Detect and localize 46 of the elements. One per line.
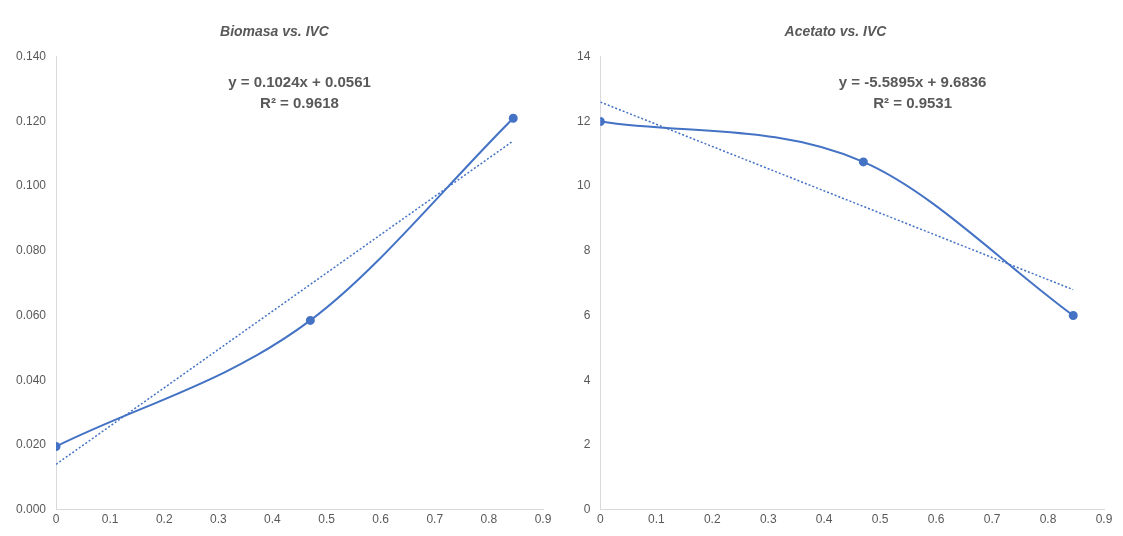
- chart-title: Biomasa vs. IVC: [220, 23, 330, 40]
- x-tick-label: 0.9: [1095, 512, 1113, 527]
- y-tick-label: 0.000: [16, 501, 47, 516]
- x-tick-label: 0.8: [1039, 512, 1057, 527]
- x-tick-label: 0.6: [927, 512, 945, 527]
- x-tick-label: 0.6: [372, 512, 390, 527]
- y-tick-label: 0.040: [16, 372, 47, 387]
- y-tick-label: 0.020: [16, 437, 47, 452]
- y-tick-label: 0.100: [16, 178, 47, 193]
- point: [1068, 311, 1078, 321]
- y-tick-label: 10: [576, 178, 591, 193]
- x-tick-label: 0.9: [534, 512, 552, 527]
- x-tick-label: 0.4: [264, 512, 282, 527]
- y-tick-label: 0.140: [16, 49, 47, 64]
- x-tick-label: 0.4: [815, 512, 833, 527]
- annotation: R² = 0.9618: [260, 93, 339, 111]
- y-tick-label: 0: [583, 501, 591, 516]
- y-tick-label: 6: [583, 307, 591, 322]
- x-tick-label: 0.3: [210, 512, 228, 527]
- y-tick-label: 12: [576, 113, 591, 128]
- x-tick-label: 0.3: [759, 512, 777, 527]
- x-tick-label: 0.2: [703, 512, 721, 527]
- x-tick-label: 0.1: [101, 512, 119, 527]
- x-tick-label: 0.8: [480, 512, 498, 527]
- point: [305, 315, 315, 325]
- x-tick-label: 0.7: [983, 512, 1001, 527]
- x-tick-label: 0.5: [871, 512, 889, 527]
- y-tick-label: 14: [576, 49, 591, 64]
- y-tick-label: 0.060: [16, 307, 47, 322]
- y-tick-label: 4: [583, 372, 591, 387]
- x-tick-label: 0.7: [426, 512, 444, 527]
- point: [508, 113, 518, 123]
- point: [858, 157, 868, 167]
- x-tick-label: 0.5: [318, 512, 336, 527]
- y-tick-label: 2: [583, 437, 591, 452]
- annotation: y = -5.5895x + 9.6836: [838, 72, 987, 90]
- x-tick-label: 0: [597, 512, 604, 527]
- y-tick-label: 0.120: [16, 113, 47, 128]
- y-tick-label: 8: [583, 243, 591, 258]
- x-tick-label: 0.1: [647, 512, 665, 527]
- annotation: y = 0.1024x + 0.0561: [228, 72, 371, 90]
- annotation: R² = 0.9531: [873, 93, 953, 111]
- x-tick-label: 0.2: [155, 512, 173, 527]
- chart-title: Acetato vs. IVC: [783, 23, 888, 40]
- y-tick-label: 0.080: [16, 243, 47, 258]
- x-tick-label: 0: [52, 512, 60, 527]
